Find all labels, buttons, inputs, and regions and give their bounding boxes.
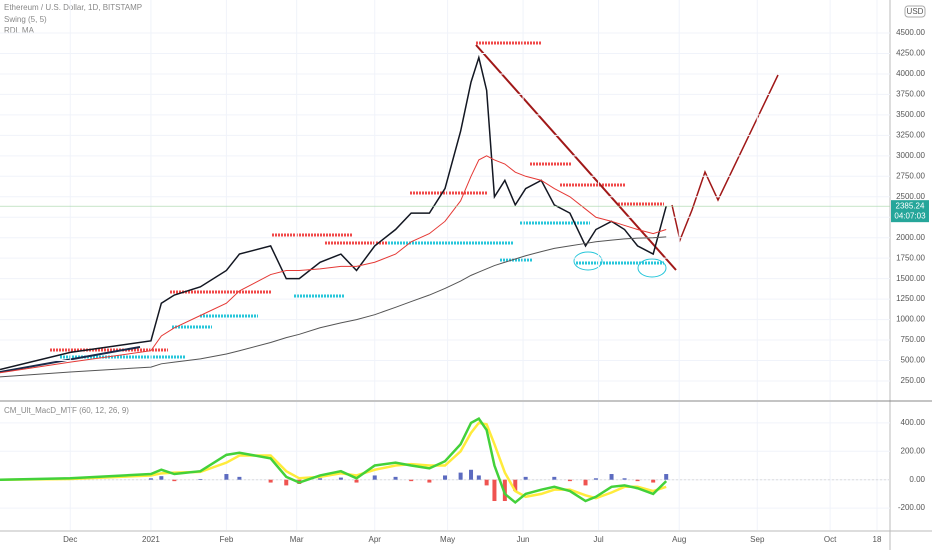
y-tick-label: 3750.00 xyxy=(896,90,925,99)
x-tick-label: Jun xyxy=(517,535,530,544)
histogram-bar xyxy=(224,474,229,480)
y-tick-label: 1750.00 xyxy=(896,253,925,262)
histogram-bar xyxy=(635,479,640,482)
series-line xyxy=(0,54,667,371)
y-tick-label: 200.00 xyxy=(901,446,926,455)
histogram-bar xyxy=(458,472,463,480)
histogram-bar xyxy=(393,476,398,480)
x-tick-label: 2021 xyxy=(142,535,160,544)
histogram-bar xyxy=(338,477,343,480)
x-tick-label: May xyxy=(440,535,455,544)
last-price-box xyxy=(891,200,929,223)
trend-line xyxy=(475,44,677,271)
indicator-label: RDL MA xyxy=(4,26,35,35)
series-line xyxy=(0,236,667,378)
y-tick-label: 500.00 xyxy=(901,356,926,365)
histogram-bar xyxy=(513,479,518,492)
histogram-bar xyxy=(318,478,323,480)
y-tick-label: 3000.00 xyxy=(896,151,925,160)
highlight-circle xyxy=(573,251,603,271)
histogram-bar xyxy=(372,475,377,480)
histogram-bar xyxy=(484,479,489,486)
currency[interactable]: USD xyxy=(907,7,924,16)
x-tick-label: Oct xyxy=(824,535,837,544)
histogram-bar xyxy=(492,479,497,502)
histogram-bar xyxy=(593,478,598,480)
y-tick-label: 4000.00 xyxy=(896,69,925,78)
x-tick-label: Aug xyxy=(672,535,686,544)
histogram-bar xyxy=(567,479,572,482)
histogram-bar xyxy=(609,474,614,480)
histogram-bar xyxy=(148,478,153,480)
histogram-bar xyxy=(622,478,627,480)
histogram-bar xyxy=(172,479,177,482)
x-tick-label: Feb xyxy=(220,535,234,544)
histogram-bar xyxy=(552,476,557,480)
symbol-title: Ethereum / U.S. Dollar, 1D, BITSTAMP xyxy=(4,3,142,12)
histogram-bar xyxy=(443,475,447,480)
highlight-circle xyxy=(637,258,667,278)
histogram-bar xyxy=(476,475,481,480)
y-tick-label: 4500.00 xyxy=(896,28,925,37)
y-tick-label: 1000.00 xyxy=(896,315,925,324)
histogram-bar xyxy=(159,476,164,480)
series-line xyxy=(0,155,667,374)
histogram-bar xyxy=(651,479,656,483)
histogram-bar xyxy=(523,476,528,480)
histogram-bar xyxy=(284,479,289,486)
y-tick-label: 4250.00 xyxy=(896,49,925,58)
indicator-label: Swing (5, 5) xyxy=(4,15,47,24)
histogram-bar xyxy=(469,469,474,480)
countdown-label: 04:07:03 xyxy=(894,211,926,220)
x-tick-label: Sep xyxy=(750,535,765,544)
y-tick-label: 1500.00 xyxy=(896,274,925,283)
y-tick-label: 3500.00 xyxy=(896,110,925,119)
indicator-title: CM_Ult_MacD_MTF (60, 12, 26, 9) xyxy=(4,406,129,415)
last-price-label: 2385.24 xyxy=(896,201,925,210)
y-tick-label: 400.00 xyxy=(901,418,926,427)
x-tick-label: 18 xyxy=(873,535,882,544)
x-tick-label: Dec xyxy=(63,535,77,544)
histogram-bar xyxy=(198,478,203,480)
projection-arrow xyxy=(671,74,779,243)
y-tick-label: 2750.00 xyxy=(896,171,925,180)
x-tick-label: Apr xyxy=(369,535,382,544)
y-tick-label: 1250.00 xyxy=(896,294,925,303)
x-tick-label: Jul xyxy=(593,535,603,544)
y-tick-label: 2500.00 xyxy=(896,192,925,201)
y-tick-label: 2000.00 xyxy=(896,233,925,242)
histogram-bar xyxy=(354,479,359,483)
y-tick-label: 750.00 xyxy=(901,335,926,344)
histogram-bar xyxy=(409,479,414,482)
histogram-bar xyxy=(237,476,242,480)
histogram-bar xyxy=(268,479,273,483)
series-line xyxy=(0,416,668,505)
currency-box[interactable] xyxy=(904,5,926,18)
histogram-bar xyxy=(664,474,669,480)
histogram-bar xyxy=(427,479,432,483)
y-tick-label: 250.00 xyxy=(901,376,926,385)
histogram-bar xyxy=(583,479,588,486)
y-tick-label: 3250.00 xyxy=(896,130,925,139)
y-tick-label: 0.00 xyxy=(909,475,925,484)
series-line xyxy=(0,421,667,500)
y-tick-label: -200.00 xyxy=(898,503,926,512)
x-tick-label: Mar xyxy=(290,535,304,544)
